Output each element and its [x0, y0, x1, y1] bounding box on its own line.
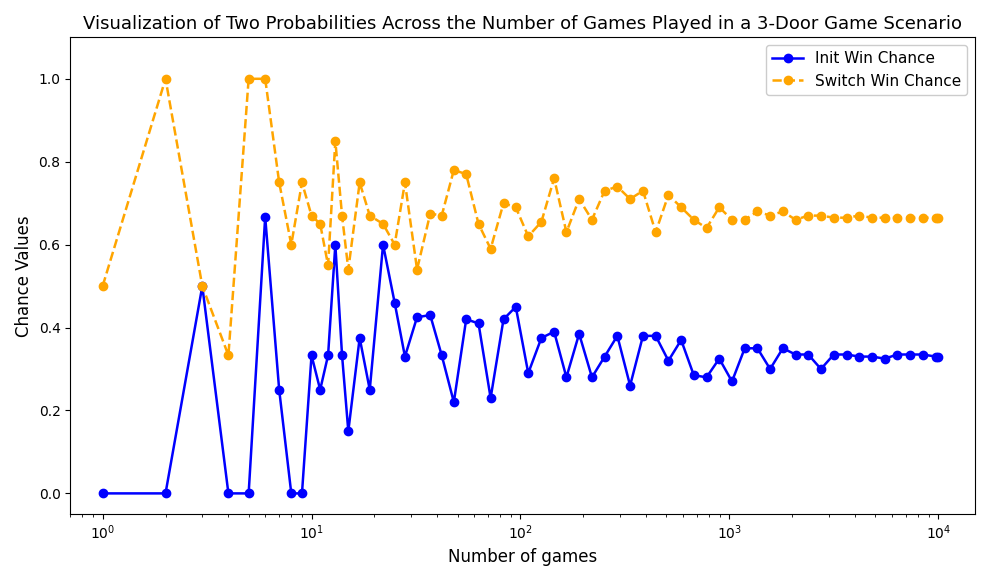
- Title: Visualization of Two Probabilities Across the Number of Games Played in a 3-Door: Visualization of Two Probabilities Acros…: [83, 15, 962, 33]
- Init Win Chance: [536, 335, 547, 342]
- Init Win Chance: [389, 299, 401, 306]
- Init Win Chance: [411, 314, 423, 321]
- Switch Win Chance: [425, 210, 437, 217]
- Switch Win Chance: [97, 282, 109, 289]
- Switch Win Chance: [548, 175, 560, 182]
- Y-axis label: Chance Values: Chance Values: [15, 215, 33, 336]
- Switch Win Chance: [399, 179, 411, 186]
- Init Win Chance: [933, 353, 944, 360]
- Line: Switch Win Chance: Switch Win Chance: [98, 74, 942, 360]
- Switch Win Chance: [159, 76, 171, 83]
- Line: Init Win Chance: Init Win Chance: [98, 213, 942, 497]
- Switch Win Chance: [726, 216, 738, 223]
- Init Win Chance: [259, 213, 271, 220]
- X-axis label: Number of games: Number of games: [448, 548, 597, 566]
- Switch Win Chance: [933, 214, 944, 221]
- Legend: Init Win Chance, Switch Win Chance: Init Win Chance, Switch Win Chance: [766, 45, 967, 95]
- Init Win Chance: [714, 355, 726, 362]
- Init Win Chance: [97, 490, 109, 497]
- Init Win Chance: [930, 353, 941, 360]
- Switch Win Chance: [223, 352, 235, 359]
- Init Win Chance: [560, 374, 572, 381]
- Switch Win Chance: [573, 196, 585, 203]
- Switch Win Chance: [930, 214, 941, 221]
